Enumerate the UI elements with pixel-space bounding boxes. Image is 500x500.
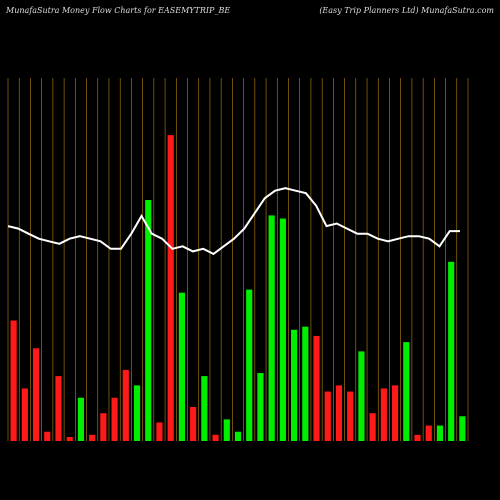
money-flow-bar xyxy=(156,422,163,441)
money-flow-bar xyxy=(391,385,399,441)
money-flow-bar xyxy=(133,385,141,441)
money-flow-bar xyxy=(335,385,343,441)
money-flow-bar xyxy=(279,218,286,441)
money-flow-bar xyxy=(10,320,17,441)
money-flow-bar xyxy=(313,335,320,441)
money-flow-bar xyxy=(268,215,275,441)
money-flow-bar xyxy=(369,413,376,441)
money-flow-bar xyxy=(358,351,365,441)
money-flow-bar xyxy=(414,434,421,441)
money-flow-bar xyxy=(448,261,455,441)
money-flow-bar xyxy=(380,388,387,441)
money-flow-bar xyxy=(425,425,432,441)
bars xyxy=(10,135,466,441)
money-flow-bar xyxy=(436,425,444,441)
money-flow-bar xyxy=(167,135,174,441)
money-flow-bar xyxy=(100,413,107,441)
price-line xyxy=(7,187,460,256)
money-flow-bar xyxy=(77,397,85,441)
money-flow-bar xyxy=(122,369,129,441)
money-flow-bar xyxy=(459,416,466,441)
grid-lines xyxy=(7,78,469,441)
money-flow-bar xyxy=(302,326,309,441)
money-flow-bar xyxy=(403,342,410,441)
price-line-group xyxy=(7,187,460,256)
money-flow-bar xyxy=(145,199,152,441)
money-flow-bar xyxy=(32,348,40,441)
money-flow-bar xyxy=(257,373,264,441)
money-flow-bar xyxy=(44,431,51,441)
money-flow-bar xyxy=(21,388,28,441)
money-flow-bar xyxy=(190,407,197,441)
money-flow-bar xyxy=(324,391,331,441)
money-flow-bar xyxy=(55,376,62,441)
money-flow-bar xyxy=(111,397,118,441)
chart-subtitle: (Easy Trip Planners Ltd) MunafaSutra.com xyxy=(319,6,494,15)
money-flow-bar xyxy=(178,292,185,441)
money-flow-bar xyxy=(234,431,242,441)
money-flow-bar xyxy=(89,434,96,441)
money-flow-bar xyxy=(223,419,230,441)
money-flow-bar xyxy=(291,329,298,441)
money-flow-bar xyxy=(66,437,73,441)
money-flow-bar xyxy=(246,289,253,441)
money-flow-bar xyxy=(201,376,208,441)
chart-title: MunafaSutra Money Flow Charts for EASEMY… xyxy=(6,6,231,15)
money-flow-bar xyxy=(212,434,219,441)
money-flow-bar xyxy=(347,391,354,441)
